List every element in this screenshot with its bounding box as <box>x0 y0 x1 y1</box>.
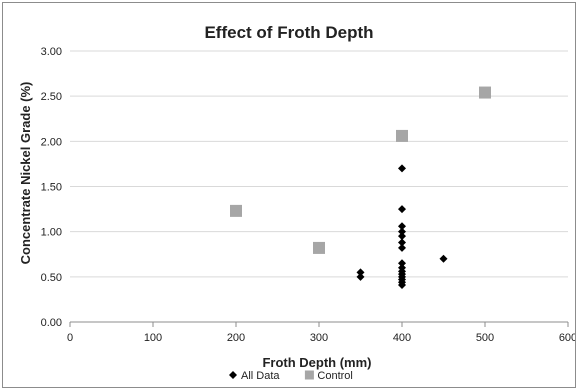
x-tick-label: 0 <box>67 332 73 344</box>
control-point <box>479 86 491 99</box>
y-tick-label: 0.00 <box>41 317 62 329</box>
data-point-layer <box>230 86 491 289</box>
all-data-point <box>398 222 406 231</box>
control-point <box>313 241 325 254</box>
all-data-point <box>398 280 406 289</box>
x-tick-label: 200 <box>227 332 245 344</box>
x-tick-label: 600 <box>559 332 575 344</box>
all-data-point <box>398 232 406 241</box>
y-tick-label: 3.00 <box>41 46 62 58</box>
scatter-chart: Effect of Froth Depth 0.00 0.50 1.00 1.50 2.… <box>18 23 578 382</box>
all-data-point <box>398 243 406 252</box>
chart-title: Effect of Froth Depth <box>204 23 373 42</box>
legend-label: Control <box>317 370 352 382</box>
grid-layer <box>70 50 568 278</box>
y-tick-label: 1.50 <box>41 182 62 194</box>
legend-swatch-control <box>304 370 314 380</box>
all-data-point <box>398 205 406 214</box>
chart-frame: Effect of Froth Depth 0.00 0.50 1.00 1.50 2.… <box>2 2 578 388</box>
all-data-point <box>439 254 448 263</box>
control-point <box>396 129 408 142</box>
y-tick-label: 1.00 <box>41 227 62 239</box>
tick-label-layer: 0.00 0.50 1.00 1.50 2.00 2.50 3.00 0 100 200 300 40… <box>41 46 578 344</box>
all-data-point <box>398 227 406 236</box>
all-data-point <box>356 272 365 281</box>
x-axis-title: Froth Depth (mm) <box>262 355 371 370</box>
all-data-point <box>398 238 406 247</box>
legend: All Data Control <box>229 370 353 382</box>
y-tick-label: 2.50 <box>41 91 62 103</box>
x-tick-label: 500 <box>476 332 494 344</box>
y-axis-title: Concentrate Nickel Grade (%) <box>18 82 33 265</box>
x-tick-label: 400 <box>393 332 411 344</box>
legend-label: All Data <box>241 370 280 382</box>
x-tick-label: 300 <box>310 332 328 344</box>
x-tick-label: 100 <box>144 332 162 344</box>
y-tick-label: 2.00 <box>41 136 62 148</box>
all-data-point <box>398 259 406 268</box>
control-point <box>230 204 242 217</box>
all-data-point <box>356 268 365 277</box>
legend-swatch-all-data <box>229 371 237 379</box>
y-tick-label: 0.50 <box>41 272 62 284</box>
all-data-point <box>398 164 406 173</box>
axis-layer <box>69 321 569 327</box>
